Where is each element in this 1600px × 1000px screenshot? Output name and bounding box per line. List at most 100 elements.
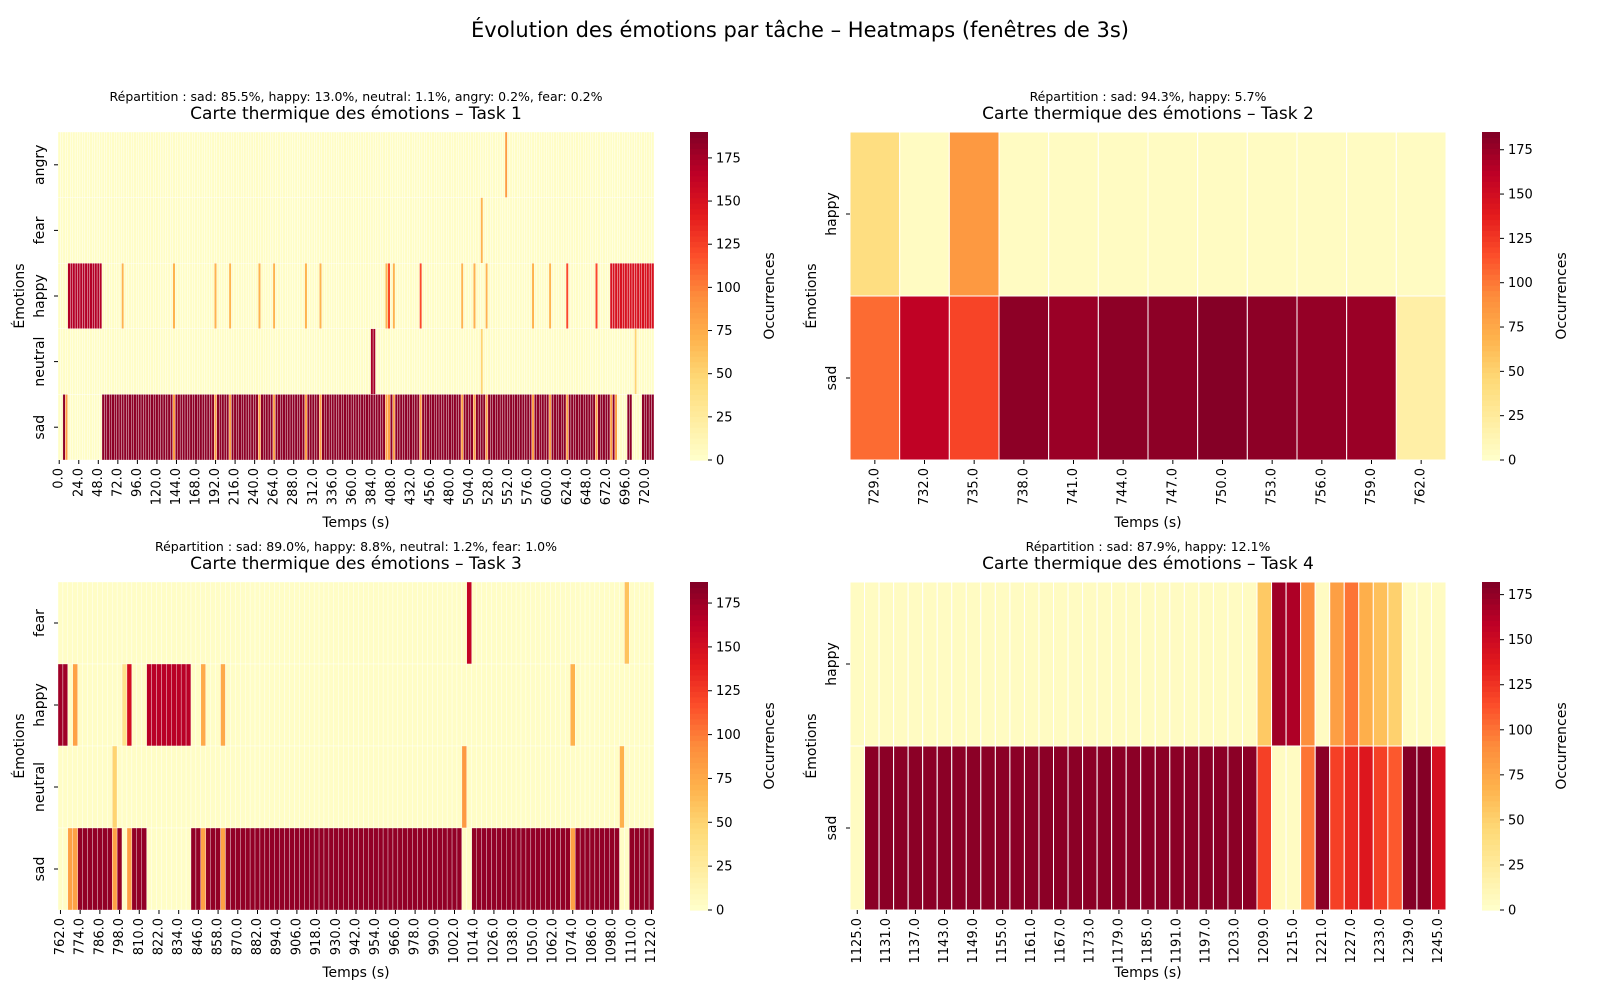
heatmap-cell [244,581,251,665]
heatmap-cell [515,581,522,665]
colorbar-segment [690,175,708,182]
heatmap-cell [515,663,522,747]
colorbar-segment [1482,740,1500,747]
heatmap-cell [451,197,454,264]
colorbar-segment [1482,822,1500,829]
heatmap-cell [145,263,149,329]
heatmap-cell [263,197,266,264]
y-axis-label: Émotions [803,713,820,778]
heatmap-cell [216,394,220,461]
heatmap-cell [442,745,448,829]
heatmap-cell [402,827,408,911]
heatmap-cell [215,663,221,747]
heatmap-cell [1096,745,1113,911]
heatmap-cell [466,663,472,747]
heatmap-cell [634,581,640,665]
heatmap-cell [580,328,584,395]
colorbar-segment [690,449,708,456]
heatmap-cell [529,131,533,198]
heatmap-cell [545,663,551,747]
heatmap-cell [558,263,562,329]
heatmap-cell [520,663,527,747]
colorbar-segment [1482,432,1500,439]
heatmap-cell [448,263,452,329]
heatmap-cell [407,745,413,829]
colorbar-segment [690,394,708,401]
x-tick-label: 954.0 [368,918,383,955]
colorbar-segment [690,328,708,335]
heatmap-cell [77,581,83,665]
heatmap-cell [495,328,498,395]
heatmap-cell [609,663,615,747]
heatmap-cell [294,394,298,461]
heatmap-cell [456,827,463,911]
heatmap-cell [109,197,112,264]
heatmap-cell [1372,745,1389,911]
colorbar-segment [1482,285,1500,292]
colorbar-segment [690,888,708,895]
heatmap-cell [624,328,628,395]
heatmap-cell [306,197,310,264]
y-tick-label: sad [32,415,48,440]
heatmap-cell [182,394,186,461]
panel-subtitle: Répartition : sad: 94.3%, happy: 5.7% [1030,89,1267,104]
heatmap-cell [67,827,73,911]
heatmap-cell [267,131,271,198]
heatmap-cell [585,197,589,264]
heatmap-cell [1395,295,1447,461]
colorbar-label: Occurrences [1554,702,1570,789]
heatmap-cell [492,263,496,329]
heatmap-cell [282,328,286,395]
heatmap-cell [994,745,1011,911]
heatmap-cell [319,328,322,395]
heatmap-cell [165,394,169,461]
heatmap-cell [294,827,300,911]
heatmap-cell [258,394,261,461]
heatmap-cell [272,328,276,395]
heatmap-cell [323,663,330,747]
heatmap-cell [331,328,335,395]
heatmap-cell [126,581,133,665]
x-tick-label: 24.0 [71,468,86,497]
colorbar-tick-label: 0 [716,454,724,469]
x-tick-label: 774.0 [73,918,88,955]
heatmap-cell [646,394,650,461]
colorbar-segment [1482,334,1500,341]
heatmap-cell [431,197,435,264]
heatmap-cell [77,394,81,461]
heatmap-cell [385,131,388,198]
heatmap-cell [385,263,388,329]
heatmap-cell [424,197,428,264]
heatmap-cell [160,131,164,198]
heatmap-cell [348,394,352,461]
heatmap-cell [346,394,349,461]
x-tick-label: 870.0 [230,918,245,955]
heatmap-cell [536,394,540,461]
heatmap-cell [602,394,606,461]
heatmap-cell [631,263,635,329]
heatmap-cell [67,131,71,198]
x-tick-label: 192.0 [208,468,223,505]
heatmap-cell [424,263,428,329]
heatmap-cell [530,827,536,911]
heatmap-cell [387,394,391,461]
x-tick-label: 1143.0 [937,918,952,964]
heatmap-cell [534,197,537,264]
colorbar-segment [690,372,708,379]
heatmap-cell [245,197,249,264]
heatmap-cell [1147,131,1199,297]
heatmap-cell [197,328,200,395]
colorbar-segment [690,367,708,374]
heatmap-cell [289,827,295,911]
colorbar-segment [690,268,708,275]
heatmap-cell [560,745,566,829]
heatmap-cell [321,131,325,198]
heatmap-cell [849,295,901,461]
heatmap-cell [387,197,391,264]
heatmap-cell [385,197,388,264]
colorbar-segment [1482,614,1500,621]
heatmap-cell [328,663,335,747]
colorbar-segment [690,170,708,177]
x-tick-label: 1179.0 [1111,918,1126,964]
